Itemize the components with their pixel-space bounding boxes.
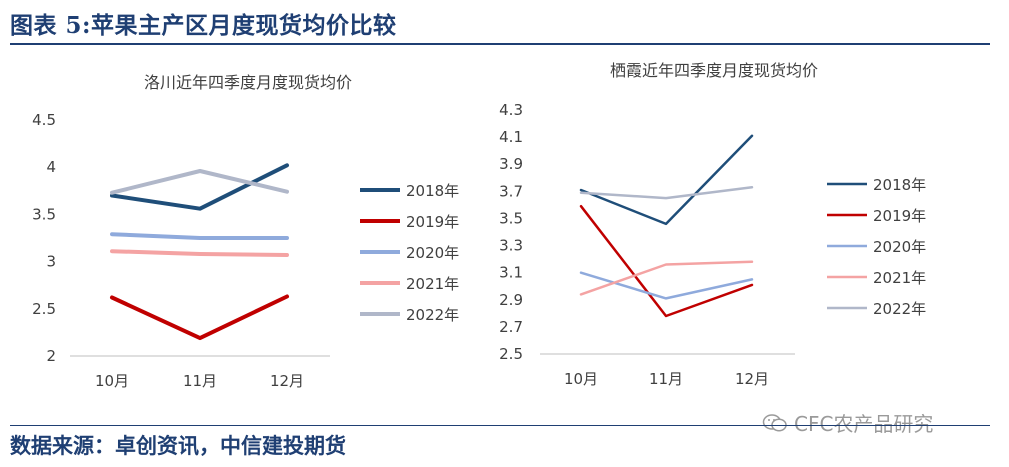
y-tick-label: 2.7 — [499, 318, 523, 336]
legend-label: 2018年 — [406, 182, 459, 200]
series-line-1 — [579, 134, 754, 226]
wechat-icon — [762, 413, 787, 432]
figure-title: 图表 5:苹果主产区月度现货均价比较 — [10, 12, 397, 39]
y-tick-label: 2.5 — [499, 345, 523, 363]
legend-label: 2018年 — [873, 176, 926, 194]
legend-label: 2020年 — [406, 244, 459, 262]
x-tick-label: 11月 — [649, 370, 683, 388]
y-tick-label: 2.5 — [32, 300, 56, 318]
legend-label: 2019年 — [873, 207, 926, 225]
legend-label: 2022年 — [406, 306, 459, 324]
chart-title: 栖霞近年四季度月度现货均价 — [610, 61, 818, 80]
y-tick-label: 3.3 — [499, 237, 523, 255]
legend-label: 2021年 — [406, 275, 459, 293]
legend-label: 2022年 — [873, 300, 926, 318]
series-line-4 — [579, 260, 754, 296]
series-line-5 — [110, 169, 289, 195]
y-tick-label: 3.7 — [499, 182, 523, 200]
luochuan-chart: 洛川近年四季度月度现货均价 2 2.5 3 3.5 4 4.5 10月 11月 12月 2018年 2… — [32, 73, 459, 390]
y-tick-label: 3.9 — [499, 155, 523, 173]
x-tick-label: 12月 — [270, 372, 304, 390]
x-tick-label: 10月 — [95, 372, 129, 390]
header-divider — [10, 43, 990, 45]
footer-divider — [10, 425, 990, 426]
watermark-text: CFC农产品研究 — [794, 412, 934, 436]
y-tick-label: 3.5 — [32, 205, 56, 223]
source-note: 数据来源：卓创资讯，中信建投期货 — [10, 433, 346, 458]
y-tick-label: 3.1 — [499, 264, 523, 282]
y-tick-label: 2 — [46, 347, 56, 365]
legend-label: 2019年 — [406, 213, 459, 231]
series-line-5 — [579, 186, 754, 200]
series-line-3 — [110, 232, 289, 240]
legend-label: 2020年 — [873, 238, 926, 256]
chart-title: 洛川近年四季度月度现货均价 — [144, 73, 352, 92]
series-line-2 — [579, 204, 754, 318]
x-tick-label: 11月 — [183, 372, 217, 390]
y-tick-label: 2.9 — [499, 291, 523, 309]
series-line-4 — [110, 249, 289, 257]
x-tick-label: 12月 — [735, 370, 769, 388]
y-tick-label: 4.1 — [499, 128, 523, 146]
watermark: CFC农产品研究 — [762, 408, 933, 437]
y-tick-label: 3.5 — [499, 209, 523, 227]
y-tick-label: 4 — [46, 158, 56, 176]
qixia-chart: 栖霞近年四季度月度现货均价 2.5 2.7 2.9 3.1 3.3 3.5 3.7 3.9 4.1… — [499, 61, 926, 388]
series-line-2 — [110, 294, 289, 341]
legend-label: 2021年 — [873, 269, 926, 287]
y-tick-label: 4.3 — [499, 101, 523, 119]
y-tick-label: 3 — [46, 253, 56, 271]
y-tick-label: 4.5 — [32, 111, 56, 129]
x-tick-label: 10月 — [564, 370, 598, 388]
series-line-3 — [579, 271, 754, 300]
series-line-1 — [110, 163, 289, 211]
